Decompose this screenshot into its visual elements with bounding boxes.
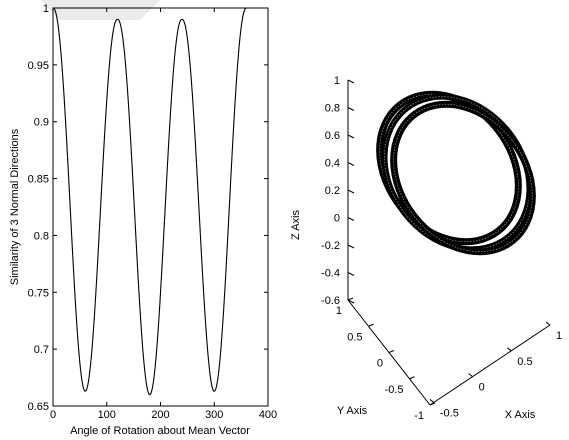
z-tick-label: 0: [334, 213, 340, 225]
left-x-tick-label: 400: [259, 409, 277, 421]
left-x-tick-label: 300: [205, 409, 223, 421]
y-tick-mark: [347, 297, 354, 301]
x-tick-label: 0.5: [517, 356, 532, 368]
rotation-3d-plot: -0.6 -0.4 -0.2 0 0.2 0.4 0.6 0.8 1 -1 -0.5 0 0.5 1 -0.…: [290, 75, 562, 422]
3d-ring-texture: [393, 103, 533, 253]
left-x-tick-label: 100: [98, 409, 116, 421]
x-tick-label: 1: [556, 330, 562, 342]
y-tick-label: -0.5: [385, 384, 404, 396]
left-y-tick-label: 0.95: [28, 60, 49, 72]
z-tick-mark: [347, 217, 355, 221]
left-y-tick-label: 0.75: [28, 287, 49, 299]
similarity-plot: 0.65 0.7 0.75 0.8 0.85 0.9 0.95 1 0 100 200 300 400…: [9, 3, 277, 437]
left-y-tick-label: 0.7: [34, 344, 49, 356]
x-tick-mark: [506, 347, 512, 352]
z-tick-label: -0.4: [321, 268, 340, 280]
y-axis-label: Y Axis: [337, 405, 368, 417]
y-tick-label: 0: [377, 358, 383, 370]
3d-rings: [376, 90, 536, 256]
x-tick-label: 0: [479, 382, 485, 394]
x-tick-label: -0.5: [440, 407, 459, 419]
left-y-tick-label: 1: [43, 3, 49, 15]
left-y-tick-label: 0.85: [28, 174, 49, 186]
z-tick-label: 0.4: [325, 158, 340, 170]
left-x-tick-label: 200: [151, 409, 169, 421]
x-tick-mark: [468, 373, 473, 378]
z-tick-mark: [347, 79, 355, 84]
left-x-tick-label: 0: [50, 409, 56, 421]
y-tick-mark: [429, 402, 436, 406]
3d-ring-texture: [379, 93, 519, 243]
z-tick-label: 1: [334, 75, 340, 87]
z-tick-mark: [347, 272, 355, 276]
left-y-tick-label: 0.8: [34, 230, 49, 242]
z-tick-label: 0.6: [325, 130, 340, 142]
x-tick-mark: [545, 321, 551, 326]
z-axis-label: Z Axis: [290, 210, 302, 240]
y-tick-label: 0.5: [347, 331, 362, 343]
y-tick-mark: [368, 323, 374, 327]
y-tick-mark: [409, 376, 415, 380]
left-y-tick-label: 0.9: [34, 117, 49, 129]
z-tick-label: 0.2: [325, 185, 340, 197]
left-y-ticks: 0.65 0.7 0.75 0.8 0.85 0.9 0.95 1: [28, 3, 268, 413]
left-x-axis-label: Angle of Rotation about Mean Vector: [70, 425, 250, 437]
left-y-tick-label: 0.65: [28, 401, 49, 413]
z-tick-mark: [347, 244, 355, 249]
watermark-shape: [40, 0, 160, 20]
z-tick-label: -0.2: [321, 240, 340, 252]
z-tick-label: -0.6: [321, 295, 340, 307]
left-y-axis-label: Similarity of 3 Normal Directions: [9, 128, 21, 285]
left-plot-frame: [52, 7, 269, 407]
z-tick-mark: [347, 107, 355, 111]
similarity-curve: [52, 7, 247, 396]
z-tick-mark: [347, 134, 355, 139]
left-x-ticks: 0 100 200 300 400: [50, 8, 277, 421]
z-tick-mark: [347, 162, 355, 166]
x-axis-line: [429, 324, 551, 406]
z-tick-label: 0.8: [325, 103, 340, 115]
z-tick-mark: [347, 189, 355, 194]
y-tick-label: 1: [336, 305, 342, 317]
3d-axes: -0.6 -0.4 -0.2 0 0.2 0.4 0.6 0.8 1 -1 -0.5 0 0.5 1 -0.…: [321, 75, 562, 422]
y-tick-label: -1: [414, 410, 424, 422]
y-tick-mark: [388, 350, 395, 353]
x-axis-label: X Axis: [505, 409, 536, 421]
x-tick-mark: [429, 399, 435, 403]
z-tick-mark: [347, 299, 355, 304]
